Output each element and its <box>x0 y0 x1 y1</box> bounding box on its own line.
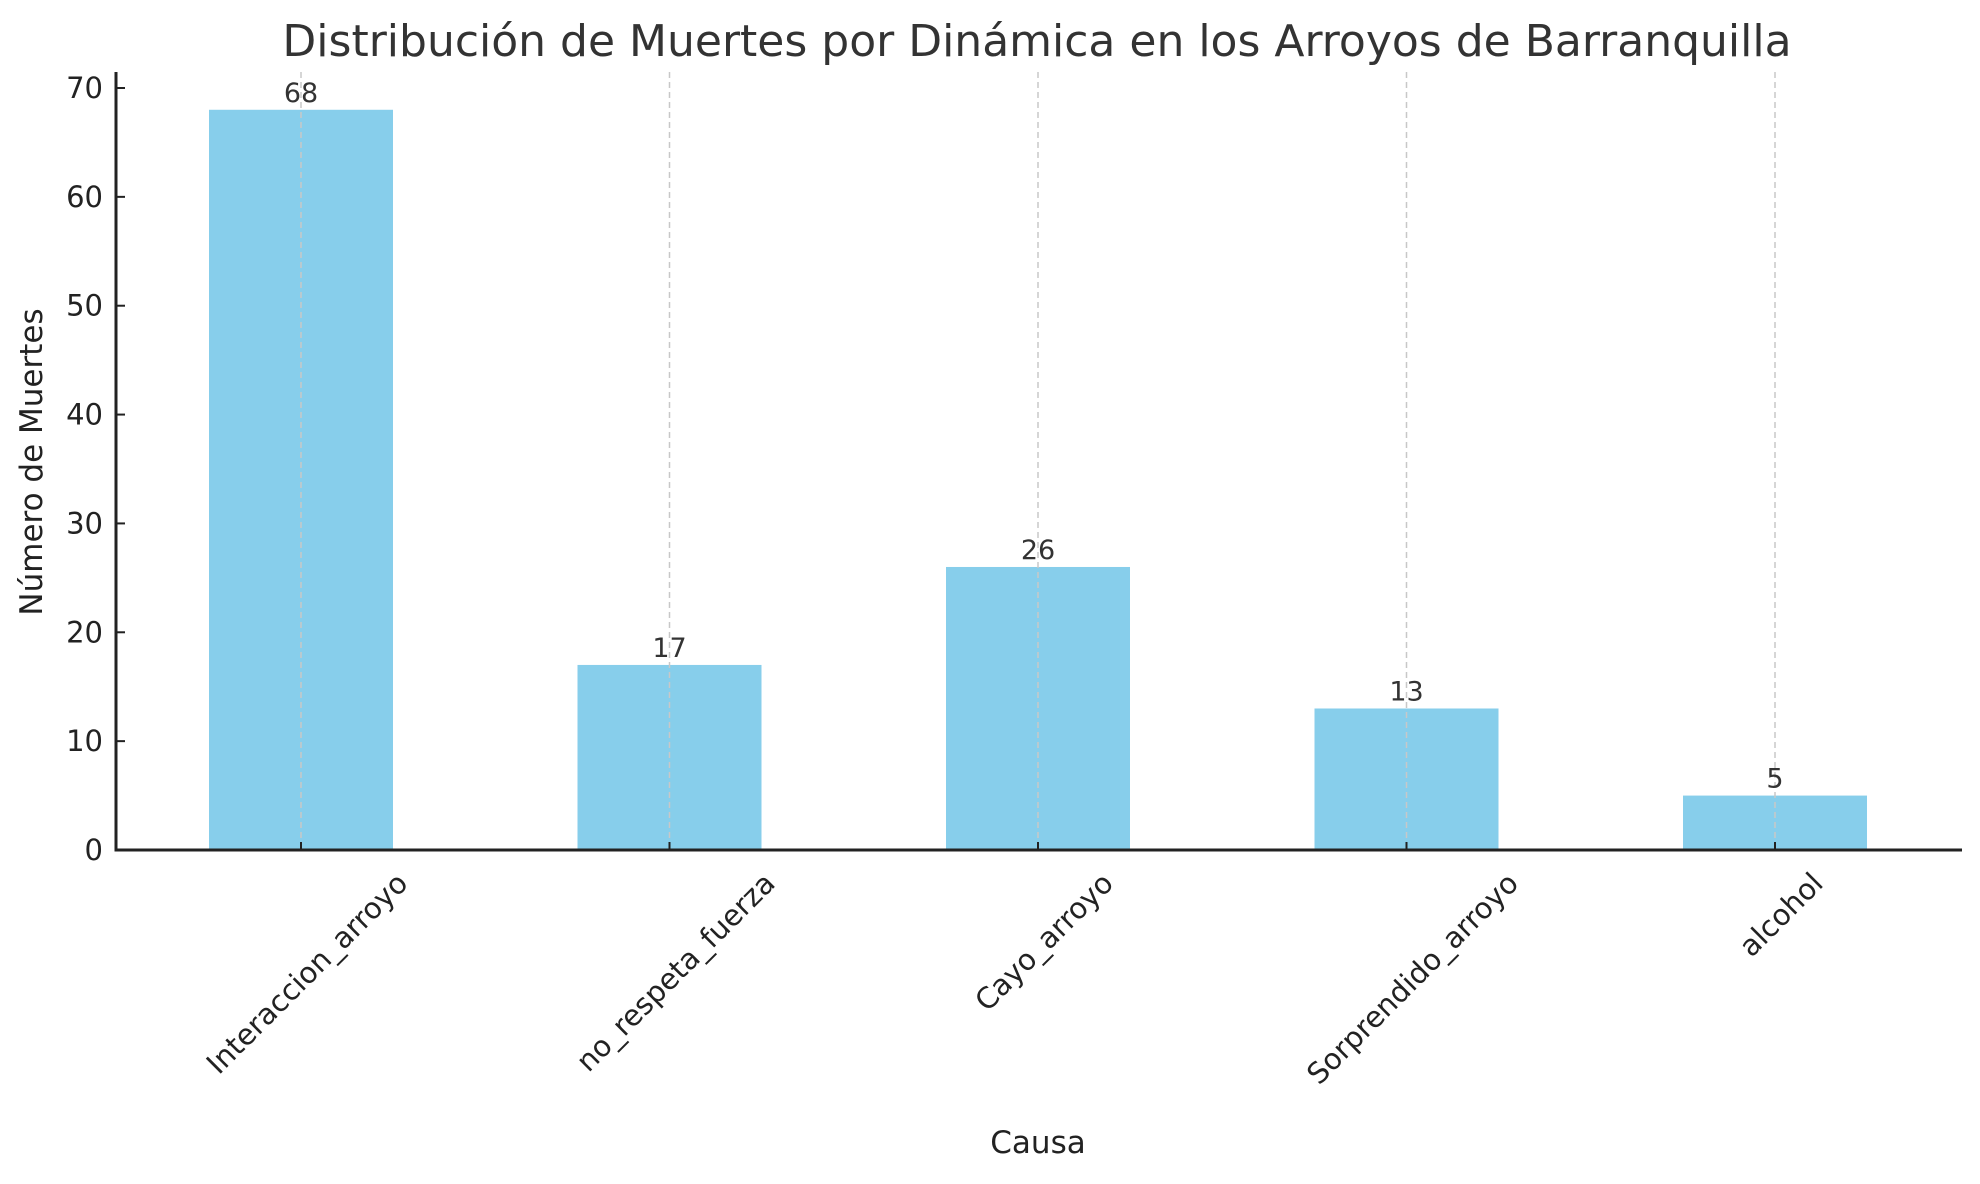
bar-value-label: 17 <box>652 633 686 664</box>
x-tick-label: no_respeta_fuerza <box>569 866 781 1078</box>
y-tick-label: 70 <box>66 71 103 105</box>
y-tick-label: 10 <box>66 724 103 758</box>
y-tick-label: 30 <box>66 506 103 540</box>
y-tick-label: 60 <box>66 180 103 214</box>
grid-lines <box>300 72 1776 850</box>
y-tick-label: 0 <box>85 833 103 867</box>
x-tick-label: alcohol <box>1732 866 1829 963</box>
x-tick-label: Sorprendido_arroyo <box>1300 866 1525 1091</box>
chart-title: Distribución de Muertes por Dinámica en … <box>282 16 1791 67</box>
value-labels: 68 17 26 13 5 <box>284 78 1784 795</box>
x-axis-ticks: Interaccion_arroyo no_respeta_fuerza Cayo_… <box>200 842 1830 1091</box>
x-tick-label: Cayo_arroyo <box>968 866 1120 1018</box>
y-tick-label: 20 <box>66 615 103 649</box>
y-axis-label: Número de Muertes <box>14 308 50 615</box>
y-axis-ticks: 0 10 20 30 40 50 60 70 <box>66 71 125 867</box>
bar-value-label: 13 <box>1389 676 1423 707</box>
x-tick-label: Interaccion_arroyo <box>200 866 415 1081</box>
bar-value-label: 5 <box>1766 764 1783 795</box>
bar-Sorprendido_arroyo <box>1314 708 1499 850</box>
bar-Interaccion_arroyo <box>209 109 393 851</box>
bars-group <box>209 109 1867 851</box>
x-axis-label: Causa <box>990 1125 1085 1161</box>
bar-value-label: 26 <box>1021 535 1055 566</box>
bar-value-label: 68 <box>284 78 318 109</box>
y-tick-label: 40 <box>66 398 103 432</box>
y-tick-label: 50 <box>66 289 103 323</box>
